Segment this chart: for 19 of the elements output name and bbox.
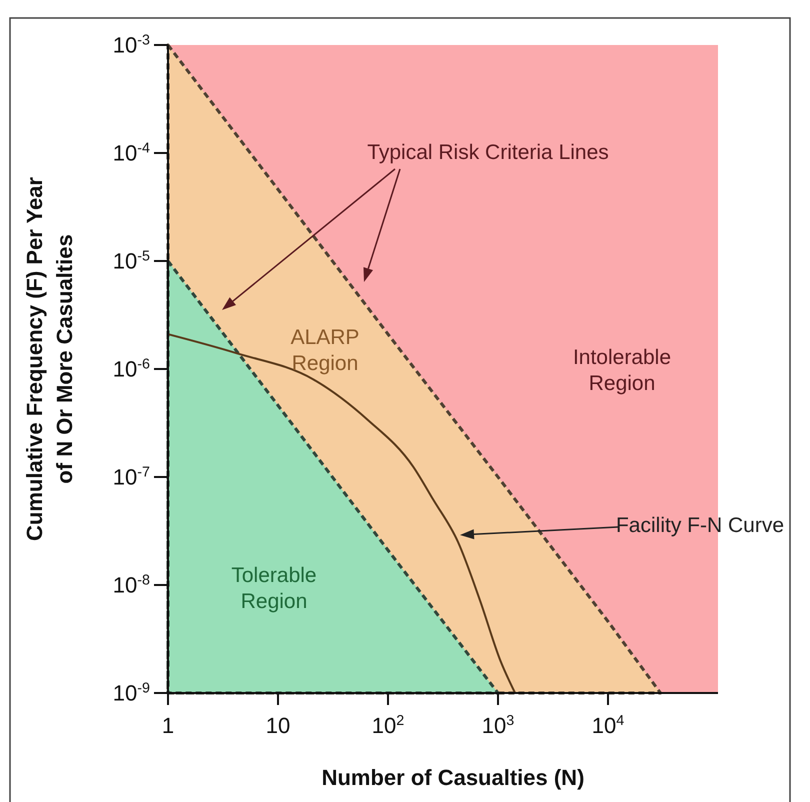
y-tick-label: 10$^{-4}$ [112, 140, 150, 166]
x-tick-label: 10$^{4}$ [592, 713, 624, 738]
x-tick-label: 10$^{2}$ [372, 713, 404, 738]
y-tick-label: 10$^{-3}$ [112, 32, 150, 58]
x-tick-label: 10$^{3}$ [482, 713, 514, 738]
y-tick-label: 10$^{-9}$ [112, 680, 150, 706]
x-tick-label: 1 [162, 713, 174, 738]
annotation: Typical Risk Criteria Lines [367, 141, 609, 164]
annotation: ALARP Region [290, 326, 360, 375]
y-axis-title: Cumulative Frequency (F) Per Year of N Or More Casualties [22, 176, 77, 541]
y-tick-label: 10$^{-8}$ [112, 572, 150, 598]
annotation: Intolerable Region [572, 346, 672, 395]
y-tick-label: 10$^{-6}$ [112, 356, 150, 382]
annotation: Facility F-N Curve [616, 514, 784, 537]
x-tick-label: 10 [266, 713, 290, 738]
annotation: Tolerable Region [231, 564, 317, 613]
y-tick-label: 10$^{-5}$ [112, 248, 150, 274]
y-tick-label: 10$^{-7}$ [112, 464, 150, 490]
x-axis-title: Number of Casualties (N) [322, 765, 584, 790]
